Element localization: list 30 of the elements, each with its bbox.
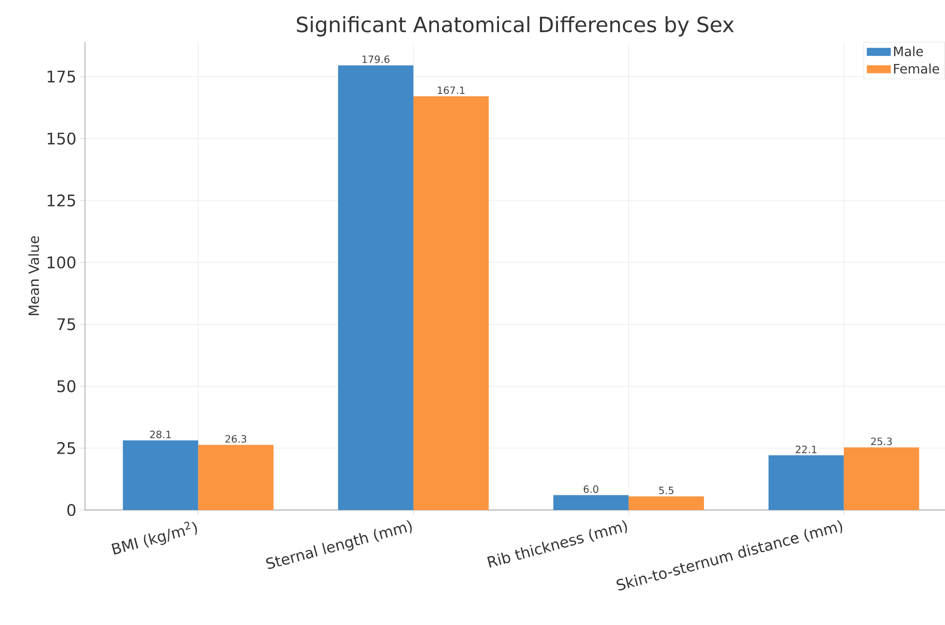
- data-label: 28.1: [150, 430, 171, 438]
- y-tick-label: 50: [57, 380, 76, 392]
- data-label: 179.6: [362, 56, 390, 64]
- data-label: 22.1: [796, 446, 816, 454]
- legend-label: Male: [894, 46, 923, 56]
- y-tick-label: 100: [48, 256, 76, 268]
- bar: [844, 447, 920, 510]
- data-label: 167.1: [438, 86, 464, 94]
- x-tick-label: BMI (kg/m$^{2}$): [112, 522, 197, 555]
- legend-label: Female: [894, 64, 940, 74]
- y-tick-label: 175: [48, 70, 76, 83]
- data-label: 25.3: [871, 438, 892, 446]
- data-label: 6.0: [584, 485, 598, 493]
- x-tick-label: Sternal length (mm): [266, 520, 412, 569]
- bar: [628, 496, 704, 510]
- data-label: 26.3: [225, 435, 246, 443]
- y-tick-label: 75: [57, 318, 76, 330]
- y-tick-label: 150: [48, 132, 76, 145]
- y-tick-label: 0: [67, 504, 76, 516]
- chart-title: Significant Anatomical Differences by Sex: [296, 16, 734, 36]
- bar: [768, 455, 844, 510]
- bar: [413, 96, 489, 510]
- bar: [122, 440, 198, 510]
- bar: [553, 495, 629, 510]
- y-tick-label: 125: [48, 194, 76, 207]
- y-tick-label: 25: [57, 442, 76, 454]
- y-axis-title: Mean Value: [28, 236, 40, 316]
- data-label: 5.5: [659, 486, 674, 494]
- bar: [338, 65, 414, 510]
- bar: [198, 444, 274, 510]
